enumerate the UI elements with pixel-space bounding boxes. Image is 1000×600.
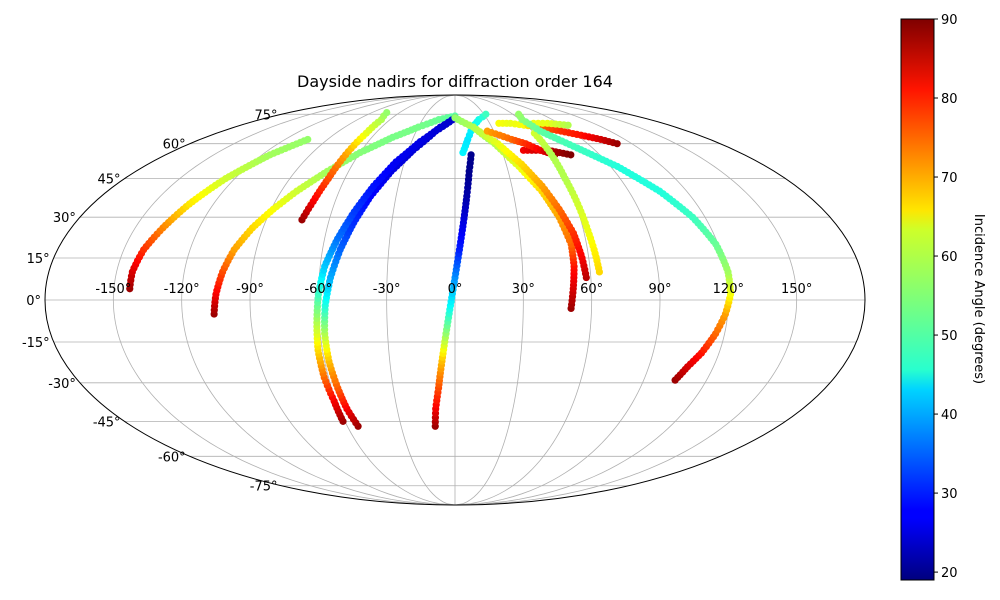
nadir-point [482, 110, 490, 118]
latitude-tick-label: -60° [158, 450, 186, 465]
nadir-point [567, 151, 575, 159]
nadir-point [451, 114, 459, 122]
latitude-tick-label: 60° [163, 138, 186, 153]
longitude-tick-labels: -150° -120° -90° -60° -30° 0° 30° 60° 90° 120° 150… [95, 282, 812, 297]
latitude-tick-label: 15° [27, 252, 50, 267]
latitude-tick-label: -75° [250, 480, 278, 495]
latitude-tick-label: 75° [254, 108, 277, 123]
longitude-tick-label: 60° [580, 282, 603, 297]
colorbar-tick-label: 30 [941, 487, 958, 502]
nadir-track-13 [529, 119, 572, 129]
colorbar-tick-label: 40 [941, 408, 958, 423]
nadir-track-6 [431, 151, 475, 430]
latitude-tick-labels: -75° -60° -45° -30° -15° 0° 15° 30° 45° 60° 75° [22, 108, 278, 494]
latitude-tick-label: 30° [53, 211, 76, 226]
colorbar-tick-label: 80 [941, 92, 958, 107]
nadir-point [467, 151, 475, 159]
longitude-tick-label: 0° [448, 282, 463, 297]
colorbar-ticks: 20 30 40 50 60 70 80 90 [934, 13, 958, 581]
nadir-track-1 [126, 135, 312, 293]
nadir-track-11 [483, 127, 559, 159]
latitude-tick-label: 0° [26, 294, 41, 309]
colorbar-tick-label: 60 [941, 250, 958, 265]
nadir-point [613, 140, 621, 148]
colorbar: 20 30 40 50 60 70 80 90 Incidence Angle (degree… [900, 13, 986, 581]
colorbar-tick-label: 70 [941, 171, 958, 186]
nadir-point [304, 135, 312, 144]
colorbar-gradient [900, 18, 935, 581]
nadir-point [383, 108, 391, 117]
latitude-tick-label: 45° [98, 173, 121, 188]
longitude-tick-label: -120° [164, 282, 200, 297]
map-boundary [44, 94, 866, 506]
chart-title: Dayside nadirs for diffraction order 164 [297, 72, 613, 91]
colorbar-tick-label: 90 [941, 13, 958, 28]
map-grid [45, 94, 865, 506]
nadir-track-5 [313, 114, 459, 425]
nadir-track-2 [210, 112, 459, 318]
nadir-point [515, 110, 523, 118]
nadir-track-3 [298, 108, 391, 224]
nadir-point [564, 121, 572, 129]
longitude-tick-label: 30° [512, 282, 535, 297]
longitude-tick-label: -30° [373, 282, 401, 297]
longitude-tick-label: -90° [236, 282, 264, 297]
data-points [126, 108, 735, 430]
latitude-tick-label: -45° [93, 415, 121, 430]
longitude-tick-label: -60° [304, 282, 332, 297]
longitude-tick-label: 120° [713, 282, 744, 297]
colorbar-tick-label: 50 [941, 329, 958, 344]
colorbar-tick-label: 20 [941, 566, 958, 581]
longitude-tick-label: 150° [781, 282, 812, 297]
nadir-track-15 [515, 110, 735, 384]
colorbar-label: Incidence Angle (degrees) [971, 214, 986, 384]
longitude-tick-label: -150° [95, 282, 131, 297]
latitude-tick-label: -30° [48, 377, 76, 392]
nadir-track-9 [451, 114, 590, 282]
nadir-point [595, 268, 604, 276]
longitude-tick-label: 90° [648, 282, 671, 297]
nadir-track-14 [530, 129, 604, 276]
latitude-tick-label: -15° [22, 336, 50, 351]
